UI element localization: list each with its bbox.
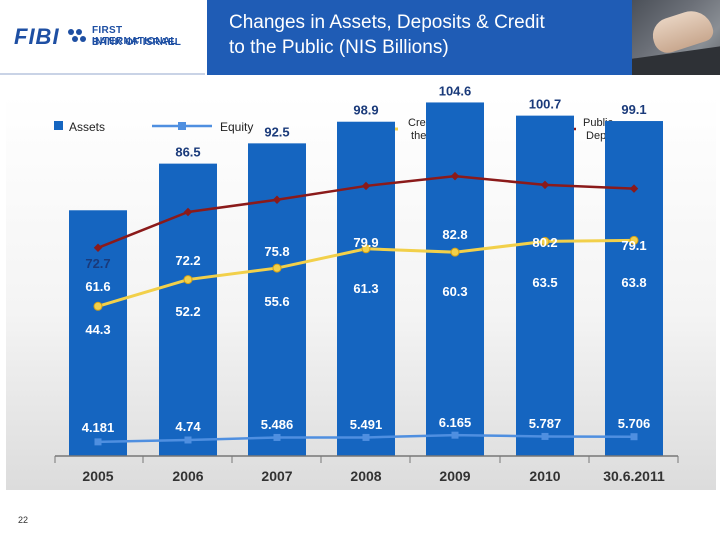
deposits-value-label: 80.2 bbox=[532, 235, 557, 250]
x-tick-label: 2006 bbox=[172, 468, 203, 484]
assets-value-label: 100.7 bbox=[529, 97, 562, 112]
deposits-value-label: 79.9 bbox=[353, 235, 378, 250]
logo-line-2: BANK OF ISRAEL bbox=[92, 37, 182, 48]
deposits-value-label: 61.6 bbox=[85, 279, 110, 294]
x-tick-label: 2008 bbox=[350, 468, 381, 484]
assets-bar-2010 bbox=[516, 115, 574, 456]
assets-bar-2009 bbox=[426, 102, 484, 457]
assets-value-label: 98.9 bbox=[353, 103, 378, 118]
credit-point bbox=[629, 235, 639, 245]
title-banner: Changes in Assets, Deposits & Credit to … bbox=[207, 0, 632, 75]
assets-value-label: 104.6 bbox=[439, 83, 472, 98]
x-tick-label: 30.6.2011 bbox=[603, 468, 665, 484]
legend-equity-label: Equity bbox=[220, 120, 253, 134]
data-labels: 72.7 86.5 92.5 98.9 104.6 100.7 99.1 61.6 72.2 75… bbox=[82, 83, 651, 435]
legend-equity-marker bbox=[178, 122, 186, 130]
equity-value-label: 5.491 bbox=[350, 417, 383, 432]
logo-wordmark: FIBI bbox=[14, 24, 60, 49]
slide-title: Changes in Assets, Deposits & Credit to … bbox=[229, 12, 545, 58]
deposits-value-label: 75.8 bbox=[264, 244, 289, 259]
equity-point bbox=[94, 438, 102, 446]
credit-value-label: 61.3 bbox=[353, 281, 378, 296]
x-axis: 2005 2006 2007 2008 2009 2010 30.6.2011 bbox=[54, 455, 679, 484]
equity-value-label: 5.486 bbox=[261, 417, 294, 432]
assets-bars bbox=[69, 102, 663, 457]
assets-value-label: 72.7 bbox=[85, 256, 110, 271]
equity-value-label: 5.706 bbox=[618, 416, 651, 431]
assets-bar-2008 bbox=[337, 121, 395, 456]
equity-point bbox=[541, 432, 549, 440]
credit-point bbox=[540, 236, 550, 246]
credit-value-label: 60.3 bbox=[442, 284, 467, 299]
deposits-point bbox=[93, 243, 103, 253]
x-tick-label: 2007 bbox=[261, 468, 292, 484]
slide-header: FIBI FIRST INTERNATIONAL BANK OF ISRAEL … bbox=[0, 0, 720, 75]
equity-value-label: 6.165 bbox=[439, 415, 472, 430]
equity-value-label: 4.74 bbox=[175, 419, 201, 434]
logo-line-1: FIRST INTERNATIONAL bbox=[92, 25, 177, 47]
credit-point bbox=[93, 301, 103, 311]
series-lines bbox=[93, 171, 639, 446]
equity-value-label: 4.181 bbox=[82, 420, 115, 435]
equity-point bbox=[184, 436, 192, 444]
credit-point bbox=[183, 275, 193, 285]
credit-value-label: 63.5 bbox=[532, 275, 557, 290]
credit-value-label: 63.8 bbox=[621, 275, 646, 290]
x-tick-label: 2005 bbox=[82, 468, 113, 484]
page-number: 22 bbox=[18, 515, 29, 525]
deposits-value-label: 82.8 bbox=[442, 227, 467, 242]
equity-point bbox=[630, 433, 638, 441]
x-tick-label: 2010 bbox=[529, 468, 560, 484]
assets-value-label: 99.1 bbox=[621, 102, 646, 117]
deposits-point bbox=[361, 181, 371, 191]
deposits-point bbox=[272, 195, 282, 205]
credit-point bbox=[361, 244, 371, 254]
deposits-point bbox=[183, 207, 193, 217]
assets-bar-2007 bbox=[248, 143, 306, 456]
bank-logo: FIBI FIRST INTERNATIONAL BANK OF ISRAEL bbox=[0, 0, 205, 75]
credit-value-label: 55.6 bbox=[264, 294, 289, 309]
equity-value-label: 5.787 bbox=[529, 416, 562, 431]
credit-value-label: 52.2 bbox=[175, 304, 200, 319]
logo-mark-icon bbox=[68, 29, 86, 42]
equity-point bbox=[362, 433, 370, 441]
deposits-value-label: 72.2 bbox=[175, 253, 200, 268]
credit-value-label: 44.3 bbox=[85, 322, 110, 337]
credit-point bbox=[272, 263, 282, 273]
assets-value-label: 92.5 bbox=[264, 124, 289, 139]
legend-assets-swatch bbox=[54, 121, 63, 130]
deposits-value-label: 79.1 bbox=[621, 238, 646, 253]
credit-point bbox=[450, 247, 460, 257]
deposits-point bbox=[450, 171, 460, 181]
assets-bar-30.6.2011 bbox=[605, 121, 663, 457]
equity-point bbox=[273, 433, 281, 441]
assets-value-label: 86.5 bbox=[175, 145, 200, 160]
header-photo bbox=[632, 0, 720, 75]
x-tick-label: 2009 bbox=[439, 468, 470, 484]
legend-assets-label: Assets bbox=[69, 120, 105, 134]
equity-point bbox=[451, 431, 459, 439]
